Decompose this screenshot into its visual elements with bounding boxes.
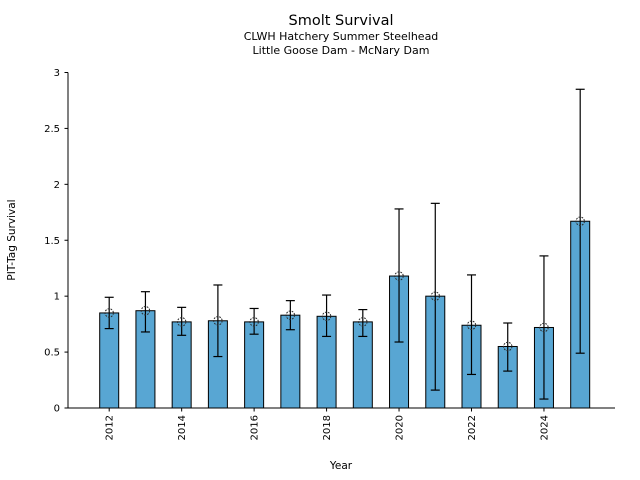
point-marker-2017 [285, 310, 296, 320]
point-marker-2014 [176, 317, 187, 327]
y-tick-label: 0.5 [44, 348, 60, 359]
point-marker-2019 [358, 317, 368, 327]
y-tick-label: 1 [54, 292, 60, 303]
axes-layer: 0 0.5 1 1.5 2 2.5 3 2012 2014 2016 2018 2020 2022 202… [44, 68, 615, 440]
x-tick-label: 2012 [105, 415, 116, 440]
point-marker-2024 [539, 322, 549, 333]
x-tick-label: 2014 [177, 415, 188, 440]
point-marker-2012 [104, 308, 114, 318]
point-marker-2013 [140, 306, 151, 316]
x-axis-label: Year [329, 460, 353, 472]
y-tick-label: 3 [54, 68, 60, 79]
y-tick-label: 1.5 [44, 236, 60, 247]
x-tick-label: 2016 [250, 415, 261, 440]
chart-subtitle-line2: Little Goose Dam - McNary Dam [253, 44, 430, 57]
error-bars-layer [104, 88, 585, 400]
point-marker-2022 [466, 320, 477, 330]
chart-title: Smolt Survival [289, 13, 394, 29]
point-marker-2025 [575, 216, 585, 226]
y-tick-label: 2.5 [44, 124, 60, 135]
x-tick-label: 2022 [467, 415, 478, 440]
y-tick-label: 2 [54, 180, 60, 191]
point-marker-2023 [503, 341, 513, 352]
point-marker-2020 [394, 271, 404, 281]
bar-2016 [244, 321, 265, 409]
x-tick-label: 2018 [322, 415, 333, 440]
point-marker-2015 [213, 316, 223, 326]
point-marker-2016 [249, 317, 259, 327]
y-axis-label: PIT-Tag Survival [6, 199, 18, 280]
x-tick-label: 2020 [395, 415, 406, 440]
point-marker-2021 [430, 291, 440, 301]
point-marker-2018 [321, 311, 332, 321]
x-tick-label: 2024 [539, 415, 550, 440]
y-tick-label: 0 [54, 404, 60, 415]
chart-subtitle-line1: CLWH Hatchery Summer Steelhead [244, 30, 439, 43]
bars-layer [99, 220, 591, 409]
